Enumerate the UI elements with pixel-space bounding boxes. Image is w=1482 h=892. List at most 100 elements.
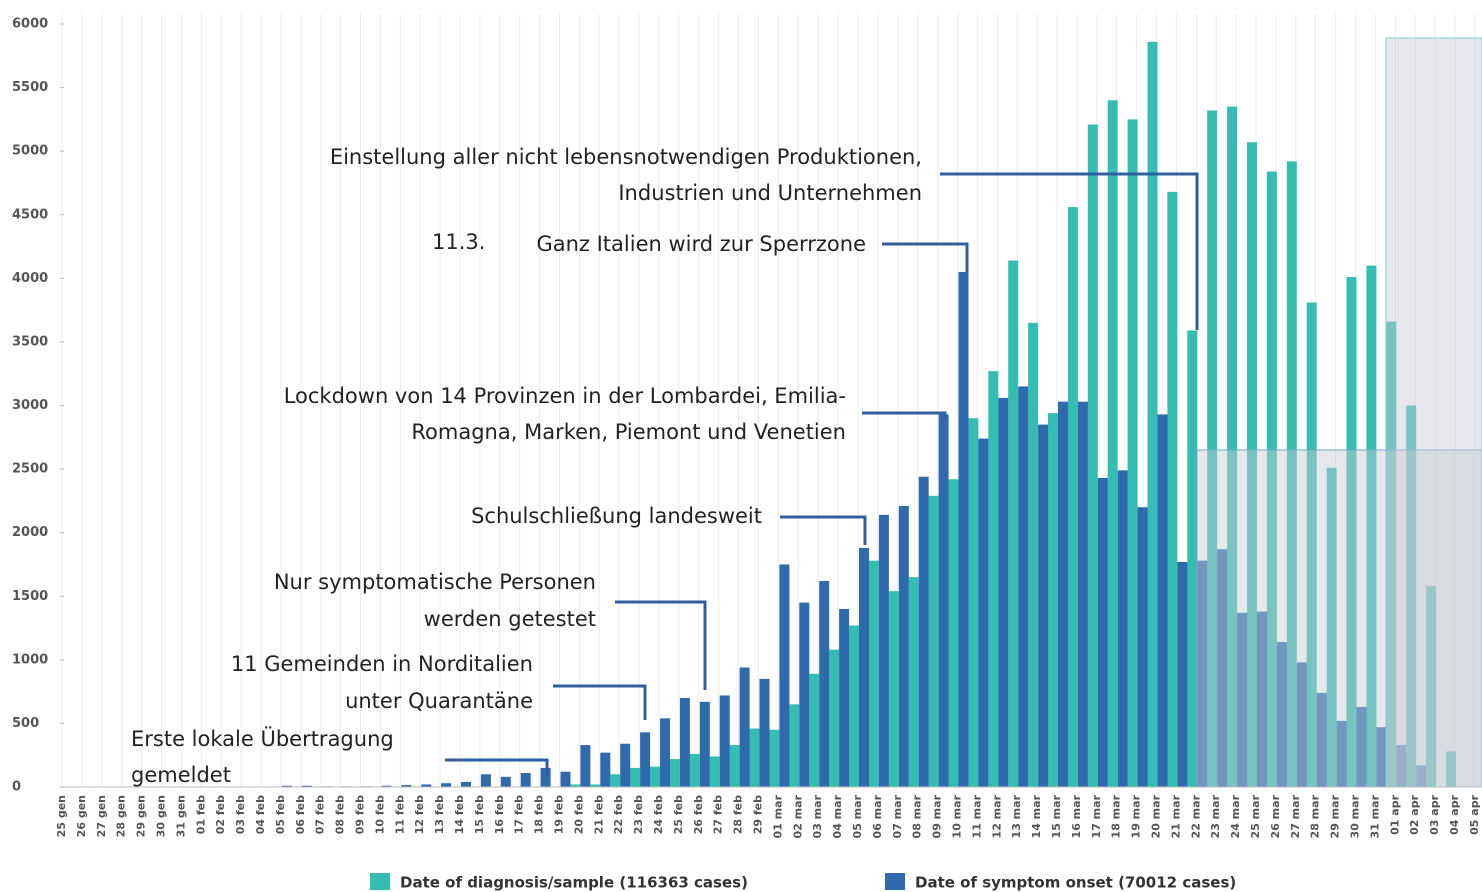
x-tick-label: 20 feb (572, 795, 585, 834)
y-tick-label: 3000 (12, 398, 48, 413)
bar (650, 766, 660, 787)
x-tick-label: 23 feb (632, 795, 645, 834)
bar (590, 784, 601, 787)
y-tick-label: 500 (12, 716, 39, 731)
bar (679, 697, 690, 787)
x-tick-label: 16 feb (493, 795, 506, 834)
connector (615, 600, 707, 690)
x-tick-label: 30 mar (1349, 794, 1362, 838)
bar (610, 774, 621, 787)
y-tick-label: 5000 (12, 144, 48, 159)
bar (461, 781, 471, 787)
bar (968, 418, 979, 787)
bar (480, 774, 491, 787)
bar (1446, 751, 1456, 787)
y-tick-label: 1000 (12, 652, 48, 667)
x-tick-label: 21 mar (1169, 794, 1182, 838)
x-tick-label: 14 mar (1030, 794, 1043, 838)
bar (1356, 706, 1367, 787)
bar (1346, 277, 1357, 787)
axes: 0 500 1000 1500 2000 2500 3000 3500 4000 4500 5000… (12, 17, 1482, 838)
x-tick-label: 26 feb (692, 795, 705, 834)
bar (630, 767, 641, 787)
x-tick-label: 29 feb (752, 795, 765, 834)
annotation: 11 Gemeinden in Norditalien (231, 652, 533, 676)
x-tick-label: 02 mar (791, 794, 804, 838)
y-tick-label: 4000 (12, 271, 48, 286)
bar (859, 547, 869, 787)
y-tick-label: 6000 (12, 17, 48, 32)
x-tick-label: 13 feb (433, 795, 446, 834)
x-tick-label: 31 mar (1368, 794, 1381, 838)
x-tick-label: 22 feb (612, 795, 625, 834)
bar (1286, 161, 1297, 788)
bar (1117, 470, 1128, 787)
annotation: Lockdown von 14 Provinzen in der Lombard… (284, 384, 846, 408)
bar (401, 785, 412, 787)
x-tick-label: 09 mar (931, 794, 944, 838)
bar (749, 728, 760, 787)
bar (699, 701, 710, 787)
x-tick-label: 03 apr (1428, 794, 1441, 834)
bar (799, 602, 810, 787)
bar (759, 678, 770, 787)
x-tick-label: 01 mar (771, 794, 784, 838)
x-tick-label: 04 feb (254, 795, 267, 834)
x-tick-label: 14 feb (453, 795, 466, 834)
bar (918, 476, 929, 787)
bar (540, 767, 551, 787)
annotation: Nur symptomatische Personen (274, 570, 596, 594)
y-tick-label: 3500 (12, 334, 48, 349)
x-tick-label: 19 feb (553, 795, 566, 834)
bar (1326, 467, 1337, 787)
x-tick-label: 06 mar (871, 794, 884, 838)
x-tick-label: 16 mar (1070, 794, 1083, 838)
bar (441, 783, 452, 787)
bar (1386, 321, 1397, 787)
bar (1028, 322, 1039, 787)
x-tick-label: 28 feb (732, 795, 745, 834)
x-tick-label: 09 feb (354, 795, 367, 834)
legend-label: Date of symptom onset (70012 cases) (915, 874, 1236, 892)
x-tick-label: 04 apr (1448, 794, 1461, 834)
x-tick-label: 01 feb (194, 795, 207, 834)
bar (1127, 119, 1138, 787)
x-tick-label: 17 feb (513, 795, 526, 834)
bar (381, 785, 392, 787)
bar (878, 514, 889, 787)
x-tick-label: 01 apr (1388, 794, 1401, 834)
bar (1077, 401, 1088, 787)
bar (1187, 330, 1198, 787)
bar (1276, 642, 1287, 787)
bar (620, 743, 631, 787)
x-tick-label: 26 gen (75, 795, 88, 837)
bar (1396, 745, 1407, 787)
x-tick-label: 24 feb (652, 795, 665, 834)
connector (553, 684, 647, 720)
x-tick-label: 10 mar (951, 794, 964, 838)
legend-label: Date of diagnosis/sample (116363 cases) (400, 874, 748, 892)
x-tick-label: 02 feb (214, 795, 227, 834)
bar (1257, 611, 1267, 787)
x-tick-label: 10 feb (373, 795, 386, 834)
bar (789, 704, 800, 787)
bar (988, 371, 999, 787)
bar (849, 625, 859, 787)
bar (1217, 549, 1228, 787)
legend-swatch (370, 873, 390, 890)
bar (560, 771, 571, 787)
bar (570, 784, 581, 787)
bar (819, 580, 830, 787)
bar (1058, 401, 1068, 787)
x-tick-label: 17 mar (1090, 794, 1103, 838)
y-tick-label: 2500 (12, 462, 48, 477)
y-tick-label: 1500 (12, 589, 48, 604)
x-tick-label: 05 apr (1468, 794, 1481, 834)
annotation: Erste lokale Übertragung (131, 726, 394, 751)
bar (998, 397, 1009, 787)
bar (500, 776, 511, 787)
bar (739, 667, 750, 787)
bar (1197, 560, 1208, 787)
x-tick-label: 08 mar (911, 794, 924, 838)
